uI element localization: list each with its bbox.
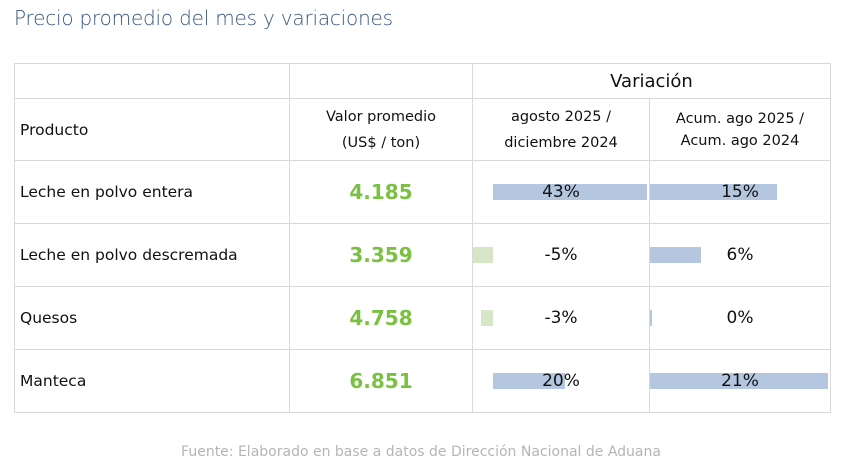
average-value: 4.758 <box>289 286 473 350</box>
variation-cell: -3% <box>472 286 650 350</box>
table-row: Leche en polvo entera 4.185 43% 15% <box>14 160 831 224</box>
variation-cell: 21% <box>649 349 831 413</box>
variation-percent: 0% <box>726 308 754 328</box>
variation-percent: 21% <box>721 371 759 391</box>
average-value: 6.851 <box>289 349 473 413</box>
variation-percent: 6% <box>726 245 754 265</box>
header-row-top: Variación <box>14 63 831 99</box>
product-name: Quesos <box>14 286 290 350</box>
source-note: Fuente: Elaborado en base a datos de Dir… <box>181 444 661 460</box>
header-row: Producto Valor promedio (US$ / ton) agos… <box>14 98 831 161</box>
variation-percent: -5% <box>544 245 578 265</box>
variation-bar <box>650 247 701 263</box>
variation-cell: 6% <box>649 223 831 287</box>
header-blank-cell <box>289 63 473 99</box>
column-header-valor-line1: Valor promedio <box>325 108 437 125</box>
column-header-var1-line2: diciembre 2024 <box>504 134 618 151</box>
table-row: Leche en polvo descremada 3.359 -5% 6% <box>14 223 831 287</box>
variation-bar <box>481 310 493 326</box>
variation-bar <box>650 184 778 200</box>
variation-percent: 15% <box>721 182 759 202</box>
variation-percent: 20% <box>542 371 580 391</box>
variation-bar <box>493 373 565 389</box>
column-header-producto: Producto <box>14 98 290 161</box>
product-name: Leche en polvo entera <box>14 160 290 224</box>
table-row: Quesos 4.758 -3% 0% <box>14 286 831 350</box>
product-name: Leche en polvo descremada <box>14 223 290 287</box>
column-header-var2-line1: Acum. ago 2025 / <box>675 110 805 127</box>
column-header-var2: Acum. ago 2025 / Acum. ago 2024 <box>649 98 831 161</box>
variation-cell: -5% <box>472 223 650 287</box>
price-table: Variación Producto Valor promedio (US$ /… <box>14 63 831 413</box>
header-blank-cell <box>14 63 290 99</box>
variacion-header: Variación <box>472 63 831 99</box>
table-row: Manteca 6.851 20% 21% <box>14 349 831 413</box>
column-header-valor: Valor promedio (US$ / ton) <box>289 98 473 161</box>
variation-cell: 20% <box>472 349 650 413</box>
column-header-var1: agosto 2025 / diciembre 2024 <box>472 98 650 161</box>
variation-bar <box>650 373 828 389</box>
variation-bar <box>650 310 652 326</box>
average-value: 3.359 <box>289 223 473 287</box>
column-header-valor-line2: (US$ / ton) <box>341 134 421 151</box>
product-name: Manteca <box>14 349 290 413</box>
variation-cell: 15% <box>649 160 831 224</box>
variation-bar <box>493 184 647 200</box>
variation-cell: 43% <box>472 160 650 224</box>
variation-bar <box>473 247 493 263</box>
variation-percent: 43% <box>542 182 580 202</box>
page-title: Precio promedio del mes y variaciones <box>14 6 393 30</box>
variation-percent: -3% <box>544 308 578 328</box>
column-header-var2-line2: Acum. ago 2024 <box>680 132 800 149</box>
average-value: 4.185 <box>289 160 473 224</box>
variation-cell: 0% <box>649 286 831 350</box>
column-header-var1-line1: agosto 2025 / <box>510 108 612 125</box>
